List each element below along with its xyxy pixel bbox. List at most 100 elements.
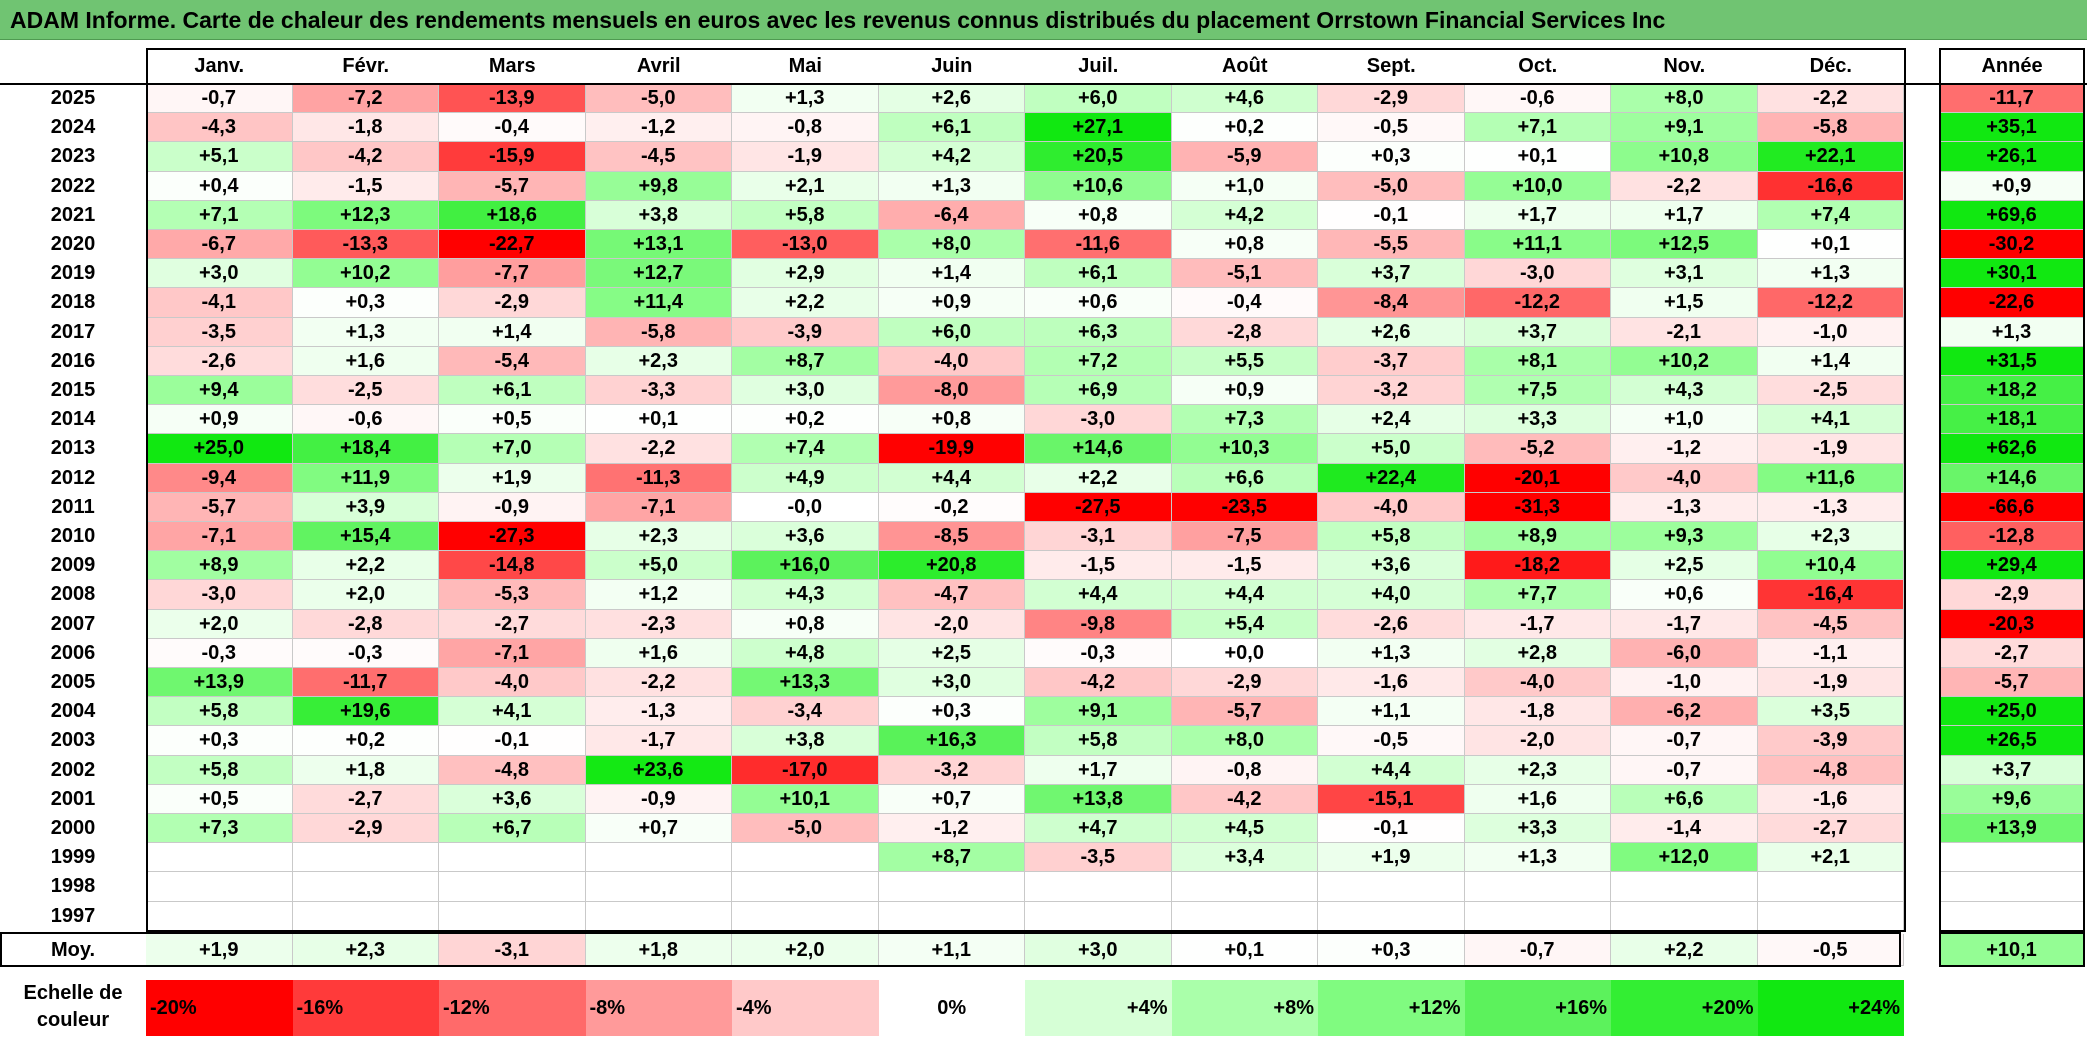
- heatmap-cell: +23,6: [585, 755, 732, 785]
- heatmap-cell: +6,6: [1171, 463, 1318, 493]
- heatmap-cell: [1025, 901, 1172, 931]
- heatmap-cell: +3,6: [732, 522, 879, 552]
- heatmap-cell: +6,6: [1611, 784, 1758, 814]
- heatmap-cell: +0,8: [1171, 230, 1318, 260]
- heatmap-cell: +3,7: [1318, 259, 1465, 289]
- heatmap-cell: +6,7: [439, 814, 586, 844]
- color-scale-step: 0%: [878, 980, 1025, 1036]
- annual-header: Année: [1981, 55, 2043, 77]
- heatmap-cell: -17,0: [732, 755, 879, 785]
- heatmap-cell: +1,5: [1611, 288, 1758, 318]
- heatmap-cell: -4,3: [146, 113, 293, 143]
- heatmap-cell: +1,4: [1757, 346, 1904, 376]
- heatmap-cell: +14,6: [1025, 434, 1172, 464]
- year-label: 2016: [50, 349, 96, 372]
- heatmap-cell: +8,9: [1464, 522, 1611, 552]
- column-header: Oct.: [1518, 55, 1558, 77]
- heatmap-cell: [585, 843, 732, 873]
- column-header: Déc.: [1809, 55, 1852, 77]
- heatmap-cell: +3,7: [1464, 317, 1611, 347]
- heatmap-cell: -2,0: [1464, 726, 1611, 756]
- heatmap-cell: -2,7: [292, 784, 439, 814]
- color-scale-step: -20%: [146, 980, 293, 1036]
- heatmap-cell: -1,6: [1318, 668, 1465, 698]
- heatmap-cell: -5,9: [1171, 142, 1318, 172]
- heatmap-cell: +8,7: [878, 843, 1025, 873]
- heatmap-cell: +1,4: [439, 317, 586, 347]
- year-label: 1998: [50, 875, 96, 898]
- heatmap-cell: +0,3: [146, 726, 293, 756]
- heatmap-cell: [1318, 872, 1465, 902]
- heatmap-cell: -4,0: [878, 346, 1025, 376]
- annual-cell: +13,9: [1939, 814, 2085, 844]
- heatmap-cell: +5,8: [1318, 522, 1465, 552]
- heatmap-cell: +8,9: [146, 551, 293, 581]
- heatmap-cell: +6,9: [1025, 376, 1172, 406]
- heatmap-cell: +13,9: [146, 668, 293, 698]
- heatmap-cell: -5,7: [439, 171, 586, 201]
- color-scale-step: +12%: [1318, 980, 1465, 1036]
- heatmap-cell: +2,1: [732, 171, 879, 201]
- heatmap-cell: +9,3: [1611, 522, 1758, 552]
- heatmap-cell: +7,4: [1757, 200, 1904, 230]
- heatmap-cell: -1,9: [1757, 668, 1904, 698]
- year-label: 2007: [50, 612, 96, 635]
- heatmap-cell: +22,4: [1318, 463, 1465, 493]
- column-header: Févr.: [342, 55, 390, 77]
- heatmap-cell: +7,5: [1464, 376, 1611, 406]
- column-header: Janv.: [194, 55, 245, 77]
- heatmap-cell: -20,1: [1464, 463, 1611, 493]
- heatmap-cell: -4,0: [1464, 668, 1611, 698]
- year-label: 2008: [50, 583, 96, 606]
- heatmap-cell: -5,8: [585, 317, 732, 347]
- heatmap-cell: +13,3: [732, 668, 879, 698]
- heatmap-cell: +18,4: [292, 434, 439, 464]
- heatmap-cell: -1,0: [1757, 317, 1904, 347]
- heatmap-cell: +13,1: [585, 230, 732, 260]
- heatmap-cell: +1,1: [1318, 697, 1465, 727]
- heatmap-cell: +1,0: [1611, 405, 1758, 435]
- heatmap-cell: +0,7: [878, 784, 1025, 814]
- heatmap-cell: -0,6: [292, 405, 439, 435]
- heatmap-cell: -9,8: [1025, 609, 1172, 639]
- heatmap-cell: +0,7: [585, 814, 732, 844]
- heatmap-cell: -27,3: [439, 522, 586, 552]
- heatmap-cell: +3,1: [1611, 259, 1758, 289]
- heatmap-cell: +7,4: [732, 434, 879, 464]
- heatmap-cell: -0,2: [878, 492, 1025, 522]
- heatmap-cell: -1,5: [292, 171, 439, 201]
- heatmap-cell: +5,5: [1171, 346, 1318, 376]
- heatmap-cell: +0,8: [732, 609, 879, 639]
- heatmap-cell: +27,1: [1025, 113, 1172, 143]
- heatmap-cell: +4,3: [732, 580, 879, 610]
- heatmap-cell: -6,0: [1611, 638, 1758, 668]
- heatmap-cell: +1,4: [878, 259, 1025, 289]
- annual-cell: +14,6: [1939, 463, 2085, 493]
- year-label: 1997: [50, 904, 96, 927]
- heatmap-cell: -16,4: [1757, 580, 1904, 610]
- heatmap-cell: +3,0: [878, 668, 1025, 698]
- heatmap-cell: -7,2: [292, 84, 439, 114]
- heatmap-cell: -1,7: [1464, 609, 1611, 639]
- heatmap-cell: -4,0: [1318, 492, 1465, 522]
- annual-cell: +35,1: [1939, 113, 2085, 143]
- heatmap-cell: -0,7: [146, 84, 293, 114]
- heatmap-cell: -0,1: [1318, 814, 1465, 844]
- heatmap-cell: +0,6: [1611, 580, 1758, 610]
- heatmap-cell: +4,4: [878, 463, 1025, 493]
- year-label: 2000: [50, 817, 96, 839]
- heatmap-cell: +20,8: [878, 551, 1025, 581]
- heatmap-cell: -2,6: [146, 346, 293, 376]
- annual-cell: -66,6: [1939, 492, 2085, 522]
- heatmap-cell: +0,4: [146, 171, 293, 201]
- heatmap-cell: -3,4: [732, 697, 879, 727]
- heatmap-cell: -1,2: [585, 113, 732, 143]
- annual-cell: -22,6: [1939, 288, 2085, 318]
- heatmap-cell: +7,7: [1464, 580, 1611, 610]
- annual-cell: +9,6: [1939, 784, 2085, 814]
- heatmap-cell: -3,5: [146, 317, 293, 347]
- year-label: 2022: [50, 174, 96, 197]
- heatmap-cell: +11,6: [1757, 463, 1904, 493]
- heatmap-cell: -9,4: [146, 463, 293, 493]
- annual-cell: -5,7: [1939, 668, 2085, 698]
